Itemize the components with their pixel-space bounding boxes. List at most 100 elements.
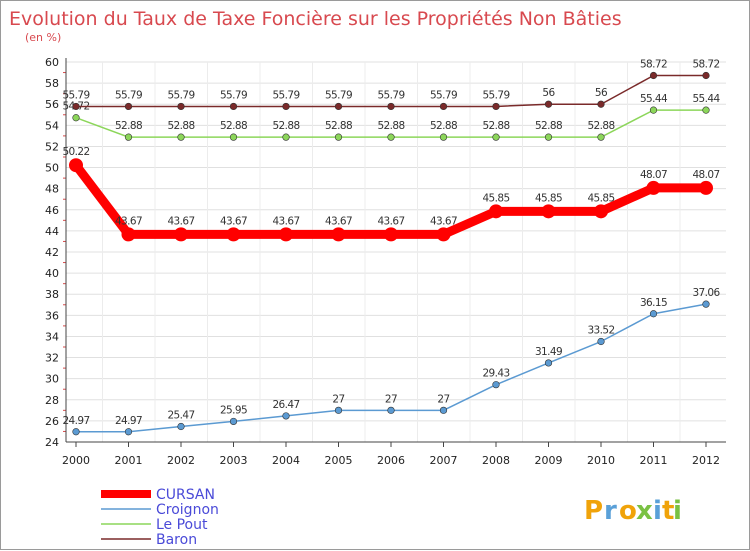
data-label-cursan: 43.67 [377, 215, 404, 227]
x-tick-label: 2002 [167, 454, 195, 467]
x-tick-label: 2003 [220, 454, 248, 467]
data-label-croignon: 24.97 [62, 415, 89, 427]
data-label-le-pout: 52.88 [535, 120, 562, 132]
data-label-croignon: 25.95 [220, 404, 247, 416]
point-cursan [489, 204, 503, 219]
data-label-le-pout: 52.88 [430, 120, 457, 132]
logo-letter: r [604, 496, 617, 526]
point-baron [597, 100, 605, 108]
point-croignon [387, 406, 395, 414]
point-baron [492, 102, 500, 111]
x-tick-label: 2011 [640, 454, 668, 467]
point-le-pout [229, 133, 238, 141]
point-baron [124, 102, 133, 111]
point-cursan [541, 204, 556, 219]
x-tick-label: 2001 [115, 454, 143, 467]
y-tick-label: 58 [45, 77, 59, 90]
grid [66, 61, 726, 442]
y-tick-label: 24 [45, 436, 59, 449]
point-le-pout [544, 133, 553, 141]
series-group: 24.97 24.97 25.47 25.95 26.47 27 27 27 29.43 31.4… [62, 59, 721, 436]
point-croignon [229, 417, 238, 426]
chart-title: Evolution du Taux de Taxe Foncière sur l… [9, 8, 622, 30]
point-cursan [174, 227, 188, 242]
point-croignon [702, 300, 710, 308]
data-label-cursan: 43.67 [115, 215, 142, 227]
y-tick-label: 28 [45, 394, 59, 407]
data-label-baron: 55.79 [62, 89, 89, 101]
point-baron [72, 102, 80, 111]
data-label-croignon: 27 [332, 393, 344, 405]
legend-label-croignon: Croignon [156, 502, 219, 518]
unit-label: (en %) [25, 31, 61, 44]
y-tick-label: 44 [45, 225, 59, 238]
data-label-cursan: 48.07 [640, 169, 667, 181]
x-tick-label: 2000 [62, 454, 90, 467]
point-cursan [646, 180, 661, 195]
data-label-cursan: 45.85 [482, 192, 509, 204]
point-le-pout [177, 133, 185, 141]
data-label-cursan: 43.67 [430, 215, 457, 227]
data-label-croignon: 27 [385, 393, 397, 405]
data-label-cursan: 45.85 [587, 192, 614, 204]
data-label-baron: 55.79 [220, 89, 247, 101]
logo-letter: i [673, 496, 682, 526]
data-label-cursan: 43.67 [325, 215, 352, 227]
data-label-baron: 56 [542, 87, 555, 99]
logo-letter: i [653, 496, 662, 526]
y-tick-label: 54 [45, 119, 59, 132]
y-tick-label: 56 [45, 98, 59, 111]
y-tick-label: 42 [45, 246, 59, 259]
point-baron [649, 71, 658, 80]
point-cursan [331, 227, 346, 242]
point-croignon [544, 359, 553, 367]
point-baron [229, 102, 238, 111]
x-tick-label: 2008 [482, 454, 510, 467]
y-tick-label: 52 [45, 140, 59, 153]
point-croignon [597, 337, 605, 346]
logo-letter: t [662, 496, 674, 526]
y-tick-label: 48 [45, 183, 59, 196]
data-label-le-pout: 52.88 [325, 120, 352, 132]
point-cursan [384, 227, 398, 242]
x-tick-label: 2007 [430, 454, 458, 467]
y-tick-label: 30 [45, 373, 59, 386]
data-label-baron: 55.79 [115, 89, 142, 101]
data-label-cursan: 43.67 [220, 215, 247, 227]
point-croignon [177, 422, 185, 431]
point-croignon [124, 428, 133, 436]
data-label-cursan: 43.67 [167, 215, 194, 227]
y-tick-label: 40 [45, 267, 59, 280]
y-tick-label: 50 [45, 162, 59, 175]
data-label-croignon: 29.43 [482, 368, 509, 380]
point-le-pout [282, 133, 290, 141]
y-tick-label: 26 [45, 415, 59, 428]
data-label-baron: 55.79 [377, 89, 404, 101]
data-label-le-pout: 52.88 [115, 120, 142, 132]
point-le-pout [702, 106, 710, 114]
data-label-croignon: 37.06 [692, 287, 720, 299]
point-cursan [699, 180, 713, 195]
point-baron [439, 102, 448, 111]
x-tick-label: 2005 [325, 454, 353, 467]
x-tick-label: 2004 [272, 454, 300, 467]
point-cursan [69, 158, 83, 173]
legend-label-le-pout: Le Pout [156, 517, 208, 533]
data-label-baron: 55.79 [325, 89, 352, 101]
data-label-croignon: 25.47 [167, 409, 194, 421]
y-tick-label: 46 [45, 204, 59, 217]
data-label-baron: 58.72 [640, 59, 667, 71]
data-label-croignon: 33.52 [587, 325, 614, 337]
logo-letter: x [636, 496, 653, 526]
point-croignon [282, 412, 290, 420]
y-tick-label: 34 [45, 330, 59, 343]
point-le-pout [387, 133, 395, 141]
point-cursan [594, 204, 608, 219]
point-cursan [121, 227, 136, 242]
point-le-pout [439, 133, 448, 141]
data-label-baron: 55.79 [272, 89, 299, 101]
data-label-cursan: 48.07 [692, 169, 719, 181]
